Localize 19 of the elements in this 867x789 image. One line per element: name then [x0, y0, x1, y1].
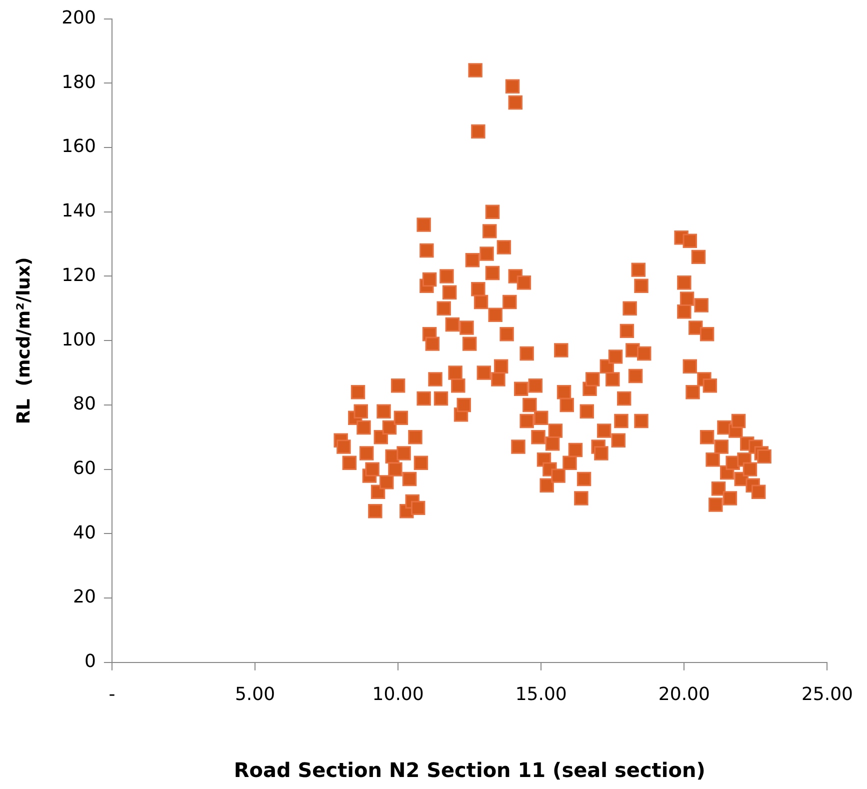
y-tick-label: 140 [62, 200, 96, 222]
x-tick-label: 5.00 [234, 684, 276, 705]
x-tick-label: 25.00 [801, 684, 853, 705]
y-tick-label: 0 [84, 651, 96, 672]
y-tick-label: 100 [62, 329, 96, 350]
x-tick-label: 10.00 [372, 684, 424, 705]
y-axis-title: RL (mcd/m²/lux) [13, 257, 34, 424]
y-tick-label: 120 [62, 264, 96, 286]
y-tick-label: 20 [73, 586, 96, 608]
x-tick-label: - [108, 684, 116, 705]
x-axis-title: Road Section N2 Section 11 (seal section) [234, 758, 706, 782]
x-tick-label: 20.00 [658, 684, 710, 705]
x-tick-label: 15.00 [515, 684, 567, 705]
y-tick-label: 160 [62, 136, 96, 158]
y-tick-label: 60 [73, 458, 96, 479]
y-tick-label: 80 [73, 394, 96, 415]
y-tick-label: 180 [62, 72, 96, 93]
y-tick-label: 200 [62, 7, 96, 28]
y-tick-label: 40 [73, 522, 96, 544]
